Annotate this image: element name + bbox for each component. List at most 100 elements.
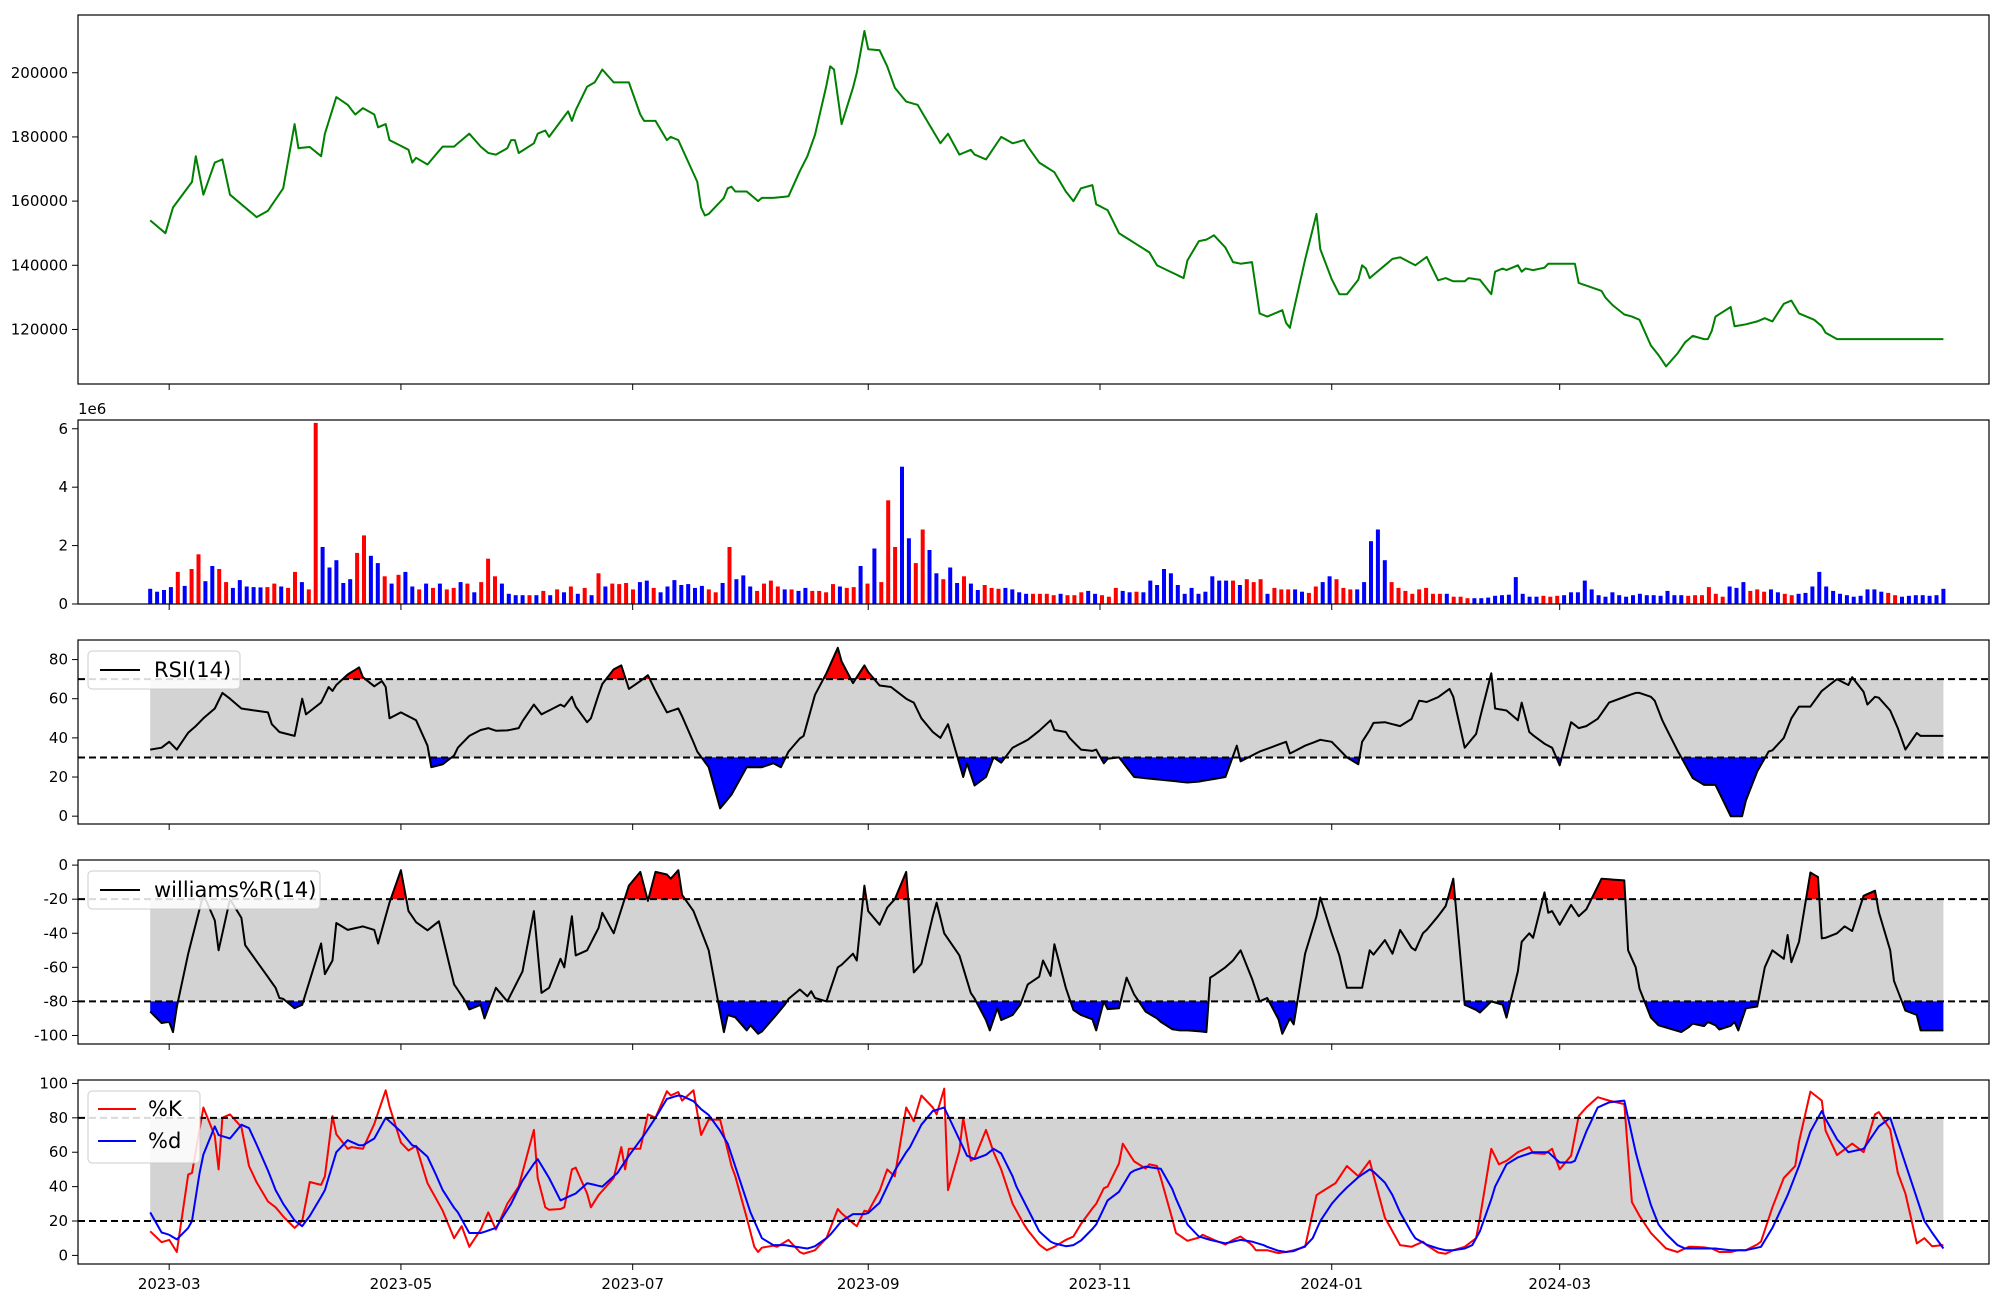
volume-ytick-label: 6 (58, 420, 68, 438)
volume-bar (1079, 592, 1084, 604)
volume-bar (955, 583, 960, 604)
volume-bar (789, 589, 794, 604)
williams-neutral-band (150, 899, 1944, 1002)
volume-offset-label: 1e6 (78, 400, 106, 418)
volume-bar (465, 583, 470, 604)
volume-bar (1727, 586, 1732, 604)
volume-bar (900, 466, 904, 604)
volume-bar (844, 587, 849, 604)
volume-bar (1844, 595, 1849, 604)
stoch-ytick-label: 60 (49, 1143, 68, 1161)
williams-legend-label: williams%R(14) (154, 878, 316, 902)
volume-bar (1686, 595, 1691, 604)
volume-bar (375, 563, 380, 604)
price-series-line (149, 30, 1944, 368)
volume-bar (1713, 593, 1718, 604)
volume-bar (1286, 589, 1291, 604)
volume-bar (182, 585, 187, 604)
volume-bar (837, 586, 842, 604)
volume-bar (727, 547, 732, 604)
volume-bar (1941, 588, 1946, 604)
volume-bar (996, 588, 1001, 604)
volume-bar (1024, 593, 1029, 604)
volume-bar (948, 567, 953, 604)
volume-bar (831, 584, 835, 604)
volume-bar (1100, 595, 1104, 604)
volume-bar (479, 582, 484, 604)
volume-bar (1631, 595, 1635, 604)
volume-bar (258, 587, 263, 604)
volume-bar (1775, 592, 1780, 604)
volume-bar (1824, 586, 1829, 604)
volume-bar (520, 595, 525, 604)
volume-bar (906, 538, 911, 604)
volume-bar (1693, 595, 1698, 604)
volume-bar (872, 548, 877, 604)
volume-bar (865, 583, 870, 604)
volume-bar (575, 593, 580, 604)
volume-bar (527, 595, 532, 604)
volume-bar (706, 589, 711, 604)
volume-bar (817, 590, 822, 604)
volume-bar (1044, 593, 1049, 604)
williams-ytick-label: 0 (58, 856, 68, 874)
volume-bar (279, 586, 284, 604)
volume-bar (1603, 596, 1608, 604)
volume-bar (396, 574, 401, 604)
stoch-legend-box (87, 1090, 201, 1164)
rsi-legend-box (87, 650, 241, 690)
volume-bar (672, 580, 677, 604)
volume-bar (589, 595, 594, 604)
williams-series-line (149, 869, 1944, 1035)
stoch-legend: %K %d (87, 1090, 201, 1164)
volume-bar (1348, 589, 1353, 604)
volume-bar (265, 587, 270, 604)
volume-bar (755, 590, 760, 604)
volume-bar (513, 595, 518, 604)
volume-bar (1617, 595, 1622, 604)
williams-legend: williams%R(14) (87, 870, 321, 910)
volume-bar (299, 582, 304, 604)
volume-bar (1431, 593, 1435, 604)
volume-bar (1644, 595, 1649, 604)
stoch-series-line-k (149, 1087, 1944, 1255)
volume-bar (224, 582, 229, 604)
volume-bar (1003, 587, 1008, 604)
volume-bar (196, 554, 201, 604)
volume-bar (1244, 579, 1249, 604)
volume-bar (562, 592, 566, 604)
volume-bar (548, 595, 553, 604)
volume-bar (1355, 589, 1360, 604)
volume-bar (1162, 569, 1166, 604)
volume-bar (1127, 592, 1132, 604)
volume-bar (913, 563, 918, 604)
volume-bar (327, 567, 332, 604)
volume-bar (1389, 582, 1394, 604)
volume-bar (879, 582, 884, 604)
volume-bar (1872, 589, 1877, 604)
volume-bar (851, 587, 856, 604)
volume-bar (1672, 595, 1677, 604)
volume-bar (244, 586, 249, 604)
stoch-ytick-label: 20 (49, 1212, 68, 1230)
volume-bar (796, 590, 801, 604)
volume-bar (148, 588, 153, 604)
volume-bar (1320, 582, 1325, 604)
volume-bar (1913, 595, 1918, 604)
volume-bar (1920, 595, 1925, 604)
volume-bar (624, 583, 629, 604)
volume-bar (1265, 593, 1270, 604)
volume-bar (1762, 591, 1767, 604)
rsi-overbought-fill (342, 647, 1854, 680)
volume-bar (313, 422, 318, 604)
volume-ytick-label: 4 (58, 478, 68, 496)
x-tick-label: 2023-05 (370, 1275, 433, 1293)
rsi-ytick-label: 0 (58, 807, 68, 825)
volume-bar (1237, 585, 1242, 604)
volume-bar (782, 589, 787, 604)
williams-ytick-label: -100 (34, 1026, 68, 1044)
volume-bar (748, 586, 753, 604)
volume-bar (362, 535, 366, 604)
volume-bar (1665, 590, 1670, 604)
price-ytick-label: 160000 (11, 192, 68, 210)
